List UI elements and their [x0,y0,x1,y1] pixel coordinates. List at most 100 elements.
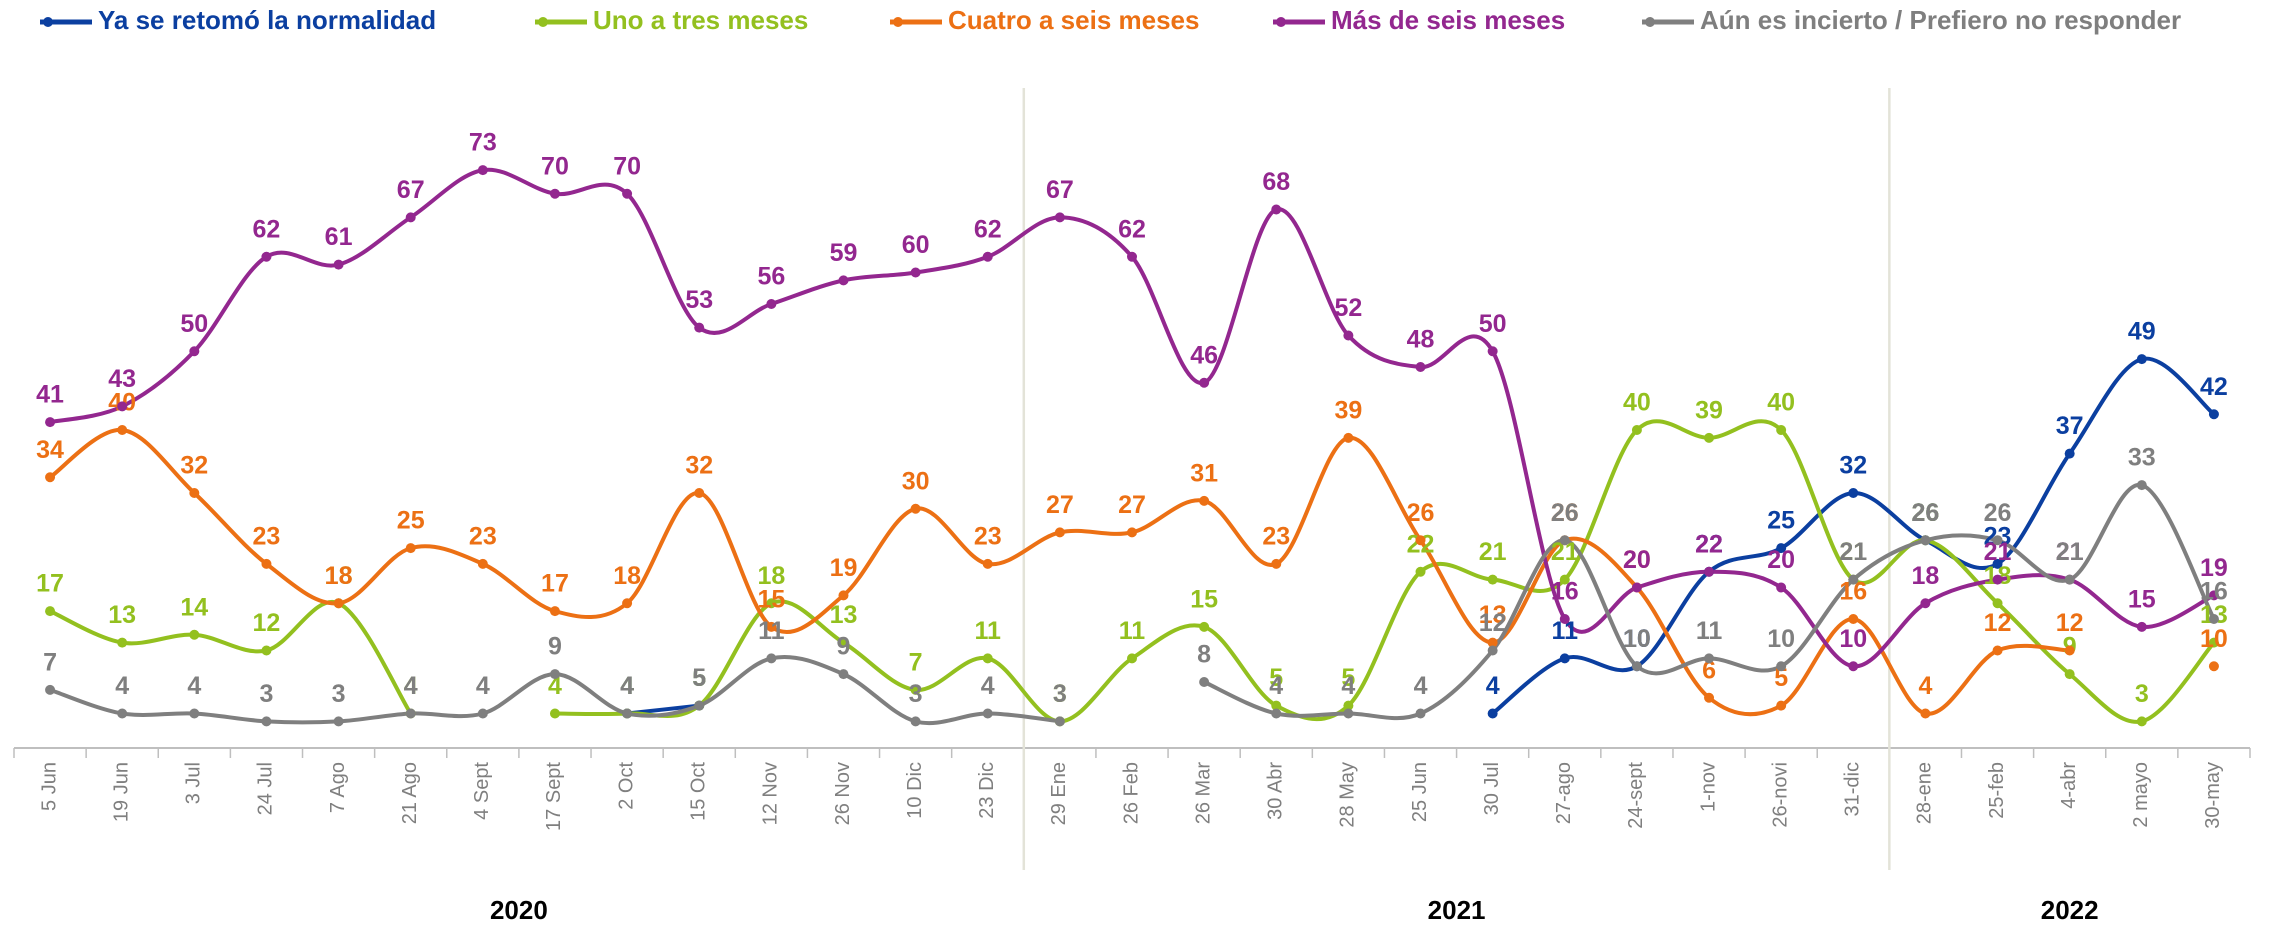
data-point [694,322,705,333]
x-tick-label: 29 Ene [1048,762,1070,825]
data-point [982,708,993,719]
data-point [1920,535,1931,546]
data-label: 22 [1695,530,1723,558]
data-point [333,716,344,727]
data-point [1776,543,1787,554]
data-label: 31 [1190,459,1218,487]
data-point [622,598,633,609]
x-tick-label: 30 Abr [1265,762,1287,820]
data-point [1127,527,1137,538]
data-point [1704,653,1715,664]
data-point [1776,700,1787,711]
data-label: 12 [2056,609,2084,637]
data-point [1054,716,1065,727]
data-label: 5 [692,664,706,692]
data-point [1631,582,1642,593]
data-point [45,472,56,483]
data-point [910,684,921,695]
data-point [1271,204,1282,215]
data-label: 26 [1551,499,1579,527]
data-point [2064,574,2075,585]
data-label: 23 [469,522,497,550]
data-point [2136,621,2147,632]
data-point [1487,346,1498,357]
data-label: 10 [1839,625,1867,653]
data-point [982,558,993,569]
data-point [45,417,56,428]
data-label: 48 [1407,326,1435,354]
data-point [1415,708,1426,719]
data-point [117,708,128,719]
data-label: 21 [1839,538,1867,566]
data-label: 25 [1767,507,1795,535]
x-tick-label: 24 Jul [255,762,277,815]
data-point [261,558,272,569]
data-label: 10 [2200,625,2228,653]
x-tick-label: 2 mayo [2130,762,2152,828]
data-label: 21 [1839,538,1867,566]
x-tick-label: 28 May [1337,762,1359,828]
data-point [1487,637,1498,648]
data-label: 26 [1407,499,1435,527]
data-point [910,267,921,278]
data-label: 30 [902,467,930,495]
data-point [1848,488,1859,498]
data-label: 3 [2135,680,2149,708]
data-label: 10 [1767,625,1795,653]
data-label: 7 [43,648,57,676]
data-point [2064,448,2075,459]
data-label: 42 [2200,373,2228,401]
data-label: 6 [1702,656,1716,684]
data-label: 20 [1623,546,1651,574]
data-point [477,165,488,176]
x-tick-label: 4 Sept [471,762,493,820]
data-label: 23 [1262,522,1290,550]
legend-label: Más de seis meses [1331,5,1565,35]
data-point [1199,677,1210,687]
data-label: 50 [180,310,208,338]
data-label: 16 [1551,578,1579,606]
data-label: 23 [974,522,1002,550]
data-point [405,708,416,719]
data-point [405,543,416,554]
data-point [549,708,560,719]
data-point [1487,708,1498,719]
data-point [189,346,200,357]
x-tick-label: 25 Jun [1409,762,1431,822]
data-label: 10 [1623,625,1651,653]
data-point [1271,700,1282,711]
x-tick-label: 24-sept [1625,762,1647,829]
data-label: 17 [541,570,569,598]
data-label: 25 [397,507,425,535]
data-label: 3 [909,680,923,708]
data-label: 14 [180,593,208,621]
data-point [45,606,56,617]
data-label: 21 [1479,538,1507,566]
data-point [2064,645,2075,656]
data-point [1776,661,1787,672]
data-label: 11 [758,617,785,645]
data-label: 4 [548,672,562,700]
data-point [189,708,200,719]
data-point [2136,480,2147,491]
data-point [1704,566,1715,577]
data-label: 50 [1479,310,1507,338]
data-point [261,251,272,262]
data-label: 53 [685,286,713,314]
data-label: 67 [397,176,425,204]
x-tick-label: 17 Sept [543,762,565,831]
data-label: 4 [620,672,634,700]
data-label: 19 [830,554,858,582]
data-label: 4 [1269,672,1283,700]
data-point [838,637,849,648]
data-point [1415,535,1426,546]
data-label: 39 [1695,396,1723,424]
data-label: 18 [1912,562,1940,590]
data-label: 52 [1334,294,1362,322]
data-point [549,606,560,617]
data-point [2208,661,2219,672]
x-tick-label: 28-ene [1914,762,1936,824]
data-label: 26 [1984,499,2012,527]
x-tick-label: 26 Nov [832,762,854,825]
data-label: 40 [1767,389,1795,417]
